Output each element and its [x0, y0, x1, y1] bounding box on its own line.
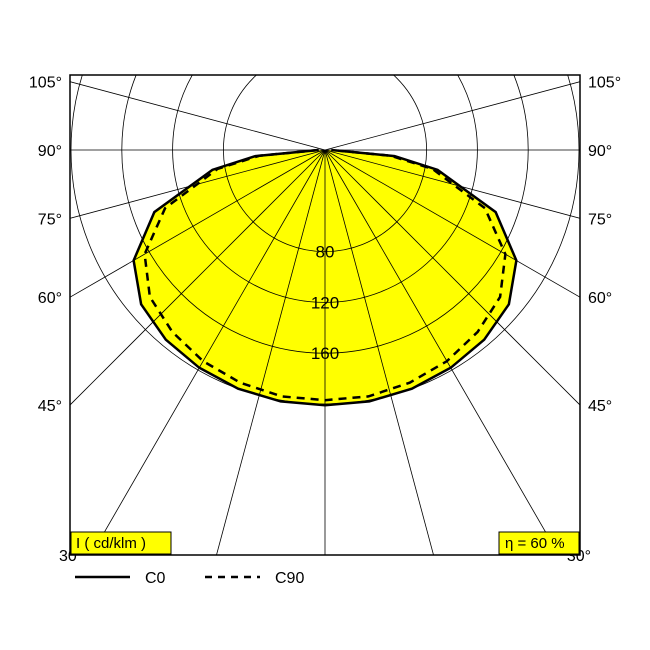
unit-label: I ( cd/klm ): [76, 535, 146, 552]
angle-label-left: 90°: [38, 143, 62, 160]
polar-intensity-chart: 30°30°45°45°60°60°75°75°90°90°105°105°80…: [0, 0, 650, 650]
angle-label-right: 45°: [588, 398, 612, 415]
angle-label-right: 60°: [588, 290, 612, 307]
angle-label-left: 105°: [29, 75, 62, 92]
angle-label-left: 45°: [38, 398, 62, 415]
radial-label: 120: [311, 293, 339, 312]
angle-label-right: 105°: [588, 75, 621, 92]
angle-label-left: 60°: [38, 290, 62, 307]
angle-label-right: 90°: [588, 143, 612, 160]
radial-label: 80: [316, 243, 335, 262]
angle-label-right: 75°: [588, 211, 612, 228]
angle-label-left: 75°: [38, 211, 62, 228]
efficiency-label: η = 60 %: [505, 535, 565, 552]
radial-label: 160: [311, 344, 339, 363]
legend-c0-label: C0: [145, 570, 166, 587]
legend-c90-label: C90: [275, 570, 304, 587]
